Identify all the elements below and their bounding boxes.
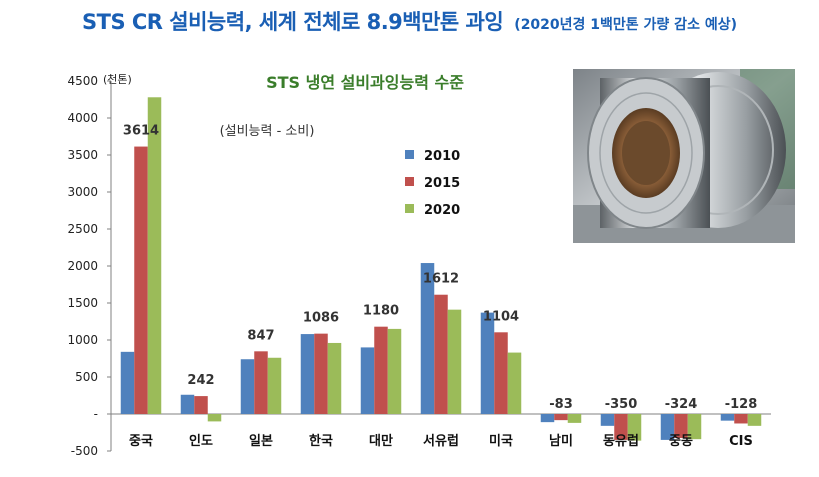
y-tick-label: 1500 <box>67 296 98 310</box>
bar-2020-6 <box>507 352 522 414</box>
steel-coil-photo <box>573 69 795 243</box>
y-tick-label: 4500 <box>67 74 98 88</box>
bar-2015-9 <box>674 414 688 438</box>
data-label-2: 847 <box>247 328 274 343</box>
data-label-4: 1180 <box>363 304 399 319</box>
bar-2020-2 <box>267 357 282 414</box>
bar-2010-7 <box>540 414 555 423</box>
bar-2010-3 <box>300 334 315 414</box>
category-label-2: 일본 <box>249 434 273 449</box>
y-axis-unit: (천톤) <box>103 72 132 86</box>
legend-label-2010: 2010 <box>424 149 460 164</box>
bar-2010-4 <box>360 347 375 414</box>
category-label-9: 중동 <box>669 434 693 449</box>
legend-label-2015: 2015 <box>424 176 460 191</box>
legend: 2010 2015 2020 <box>405 149 460 218</box>
bar-2010-2 <box>240 359 255 414</box>
legend-swatch-2020 <box>405 204 414 213</box>
bar-2010-0 <box>120 351 135 414</box>
bar-2010-8 <box>600 414 615 426</box>
data-label-6: 1104 <box>483 309 519 324</box>
bar-2015-10 <box>734 414 748 424</box>
category-label-1: 인도 <box>189 433 213 449</box>
y-tick-label: 3000 <box>67 185 98 199</box>
data-label-1: 242 <box>187 373 214 388</box>
bar-2015-6 <box>494 332 508 414</box>
category-label-3: 한국 <box>309 433 333 449</box>
bar-2020-0 <box>147 97 162 414</box>
bar-2020-7 <box>567 414 582 423</box>
legend-swatch-2015 <box>405 177 414 186</box>
data-label-8: -350 <box>605 397 638 412</box>
bar-2015-7 <box>554 414 568 421</box>
bar-2010-5 <box>420 263 435 414</box>
bar-2020-5 <box>447 309 462 414</box>
category-labels-group: 중국 인도 일본 한국 대만 서유럽 미국 남미 동유럽 중동 CIS <box>129 433 753 449</box>
bar-2015-2 <box>254 351 268 414</box>
bar-2010-6 <box>480 312 495 414</box>
y-tick-label: 1000 <box>67 333 98 347</box>
bar-2020-10 <box>747 414 762 426</box>
category-label-10: CIS <box>729 434 753 449</box>
category-label-6: 미국 <box>489 433 513 449</box>
chart-title: STS 냉연 설비과잉능력 수준 <box>266 73 464 92</box>
bar-2015-4 <box>374 326 388 414</box>
category-label-5: 서유럽 <box>423 434 459 449</box>
bar-2010-9 <box>660 414 675 440</box>
bar-2020-8 <box>627 414 642 441</box>
bar-2015-8 <box>614 414 628 440</box>
data-label-9: -324 <box>665 397 698 412</box>
y-tick-label: - <box>94 407 98 421</box>
data-labels-group: 3614 242 847 1086 1180 1612 1104 -83 -350 -324 -12… <box>123 124 757 412</box>
category-label-8: 동유럽 <box>603 434 639 449</box>
title-main: STS CR 설비능력, 세계 전체로 8.9백만톤 과잉 <box>82 10 504 34</box>
category-label-0: 중국 <box>129 434 153 449</box>
y-tick-label: 500 <box>75 370 98 384</box>
bar-2020-1 <box>207 414 222 422</box>
chart-subtitle: (설비능력 - 소비) <box>220 124 315 139</box>
data-label-10: -128 <box>725 397 758 412</box>
data-label-0: 3614 <box>123 124 159 139</box>
data-label-7: -83 <box>549 397 573 412</box>
legend-swatch-2010 <box>405 150 414 159</box>
y-tick-label: 2500 <box>67 222 98 236</box>
data-label-5: 1612 <box>423 272 459 287</box>
y-tick-label: 4000 <box>67 111 98 125</box>
bar-2015-0 <box>134 146 148 414</box>
y-tick-label: -500 <box>71 444 98 458</box>
page-title: STS CR 설비능력, 세계 전체로 8.9백만톤 과잉 (2020년경 1백… <box>0 6 819 36</box>
bar-2020-4 <box>387 328 402 414</box>
category-label-7: 남미 <box>549 433 573 449</box>
y-tick-label: 3500 <box>67 148 98 162</box>
y-tick-label: 2000 <box>67 259 98 273</box>
bars-group <box>120 97 762 441</box>
category-label-4: 대만 <box>369 433 393 449</box>
legend-label-2020: 2020 <box>424 203 460 218</box>
bar-2010-1 <box>180 394 195 414</box>
bar-2020-3 <box>327 342 342 414</box>
data-label-3: 1086 <box>303 311 339 326</box>
bar-2015-3 <box>314 333 328 414</box>
bar-2010-10 <box>720 414 735 421</box>
bar-2015-1 <box>194 396 208 414</box>
bar-2020-9 <box>687 414 702 440</box>
title-sub: (2020년경 1백만톤 가량 감소 예상) <box>514 17 737 33</box>
bar-2015-5 <box>434 294 448 414</box>
